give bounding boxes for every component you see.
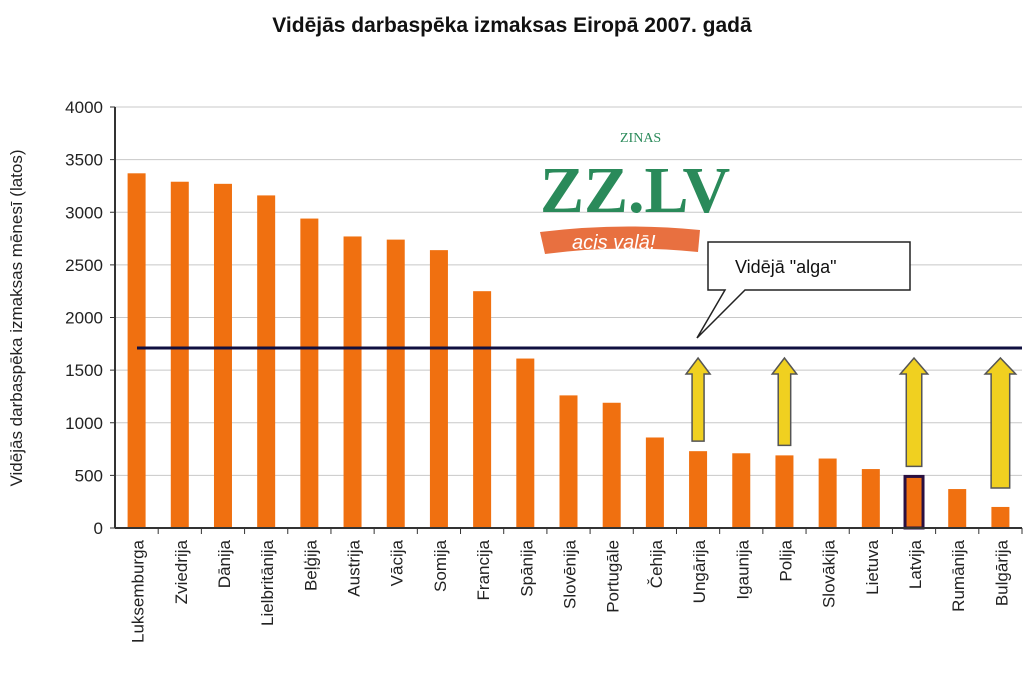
watermark-logo: ZZ.LV [540, 154, 730, 227]
bar-zviedrija [170, 181, 189, 529]
y-tick-label: 500 [75, 466, 103, 485]
x-tick-label: Ungārija [690, 539, 709, 603]
bar-francija [473, 291, 492, 528]
x-tick-label: Slovākija [820, 539, 839, 608]
bar-lietuva [861, 469, 880, 528]
x-tick-label: Portugāle [604, 540, 623, 613]
up-arrow [898, 356, 930, 468]
y-tick-label: 2000 [65, 309, 103, 328]
x-tick-label: Lietuva [863, 539, 882, 594]
y-tick-label: 3000 [65, 203, 103, 222]
callout-box [696, 241, 911, 339]
bar-čehija [645, 437, 664, 528]
bar-lielbritānija [257, 195, 276, 528]
bar-polija [775, 455, 794, 528]
y-tick-label: 2500 [65, 256, 103, 275]
up-arrow [684, 356, 712, 442]
x-tick-label: Somija [431, 539, 450, 592]
bar-portugāle [602, 402, 621, 528]
bar-vācija [386, 239, 405, 529]
callout-label: Vidējā "alga" [735, 257, 837, 277]
x-tick-label: Beļģija [301, 539, 320, 591]
x-tick-label: Rumānija [949, 539, 968, 611]
bar-ungārija [689, 451, 708, 528]
up-arrow [983, 356, 1018, 489]
x-tick-label: Luksemburga [129, 539, 148, 643]
watermark-small: ZINAS [620, 131, 661, 146]
watermark-slogan: acis vaļā! [572, 232, 656, 254]
bar-igaunija [732, 453, 751, 528]
bar-slovākija [818, 458, 837, 528]
x-tick-label: Igaunija [733, 539, 752, 599]
x-tick-label: Zviedrija [172, 539, 191, 604]
x-tick-label: Vācija [388, 539, 407, 586]
watermark-swoosh [540, 226, 700, 254]
x-tick-label: Polija [776, 539, 795, 581]
up-arrow [770, 356, 799, 447]
x-tick-label: Francija [474, 539, 493, 600]
chart-title: Vidējās darbaspēka izmaksas Eiropā 2007.… [272, 14, 752, 37]
y-axis-label: Vidējās darbaspēka izmaksas mēnesī (lato… [7, 149, 26, 486]
x-tick-label: Austrija [345, 539, 364, 596]
bar-dānija [213, 183, 232, 528]
y-tick-label: 4000 [65, 98, 103, 117]
y-tick-label: 1000 [65, 414, 103, 433]
bar-slovēnija [559, 395, 578, 528]
bar-austrija [343, 236, 362, 528]
bar-luksemburga [127, 173, 146, 528]
bar-rumānija [948, 489, 967, 528]
bar-somija [429, 250, 448, 528]
y-tick-label: 1500 [65, 361, 103, 380]
bar-spānija [516, 358, 535, 528]
x-tick-label: Slovēnija [561, 539, 580, 609]
x-tick-label: Bulgārija [992, 539, 1011, 606]
x-tick-label: Spānija [517, 539, 536, 596]
bar-latvija [903, 474, 925, 530]
x-tick-label: Čehija [647, 539, 666, 588]
bar-beļģija [300, 218, 319, 528]
y-tick-label: 3500 [65, 151, 103, 170]
x-tick-label: Dānija [215, 539, 234, 588]
y-tick-label: 0 [94, 519, 103, 538]
x-tick-label: Latvija [906, 539, 925, 589]
bar-bulgārija [991, 506, 1010, 528]
x-tick-label: Lielbritānija [258, 539, 277, 626]
